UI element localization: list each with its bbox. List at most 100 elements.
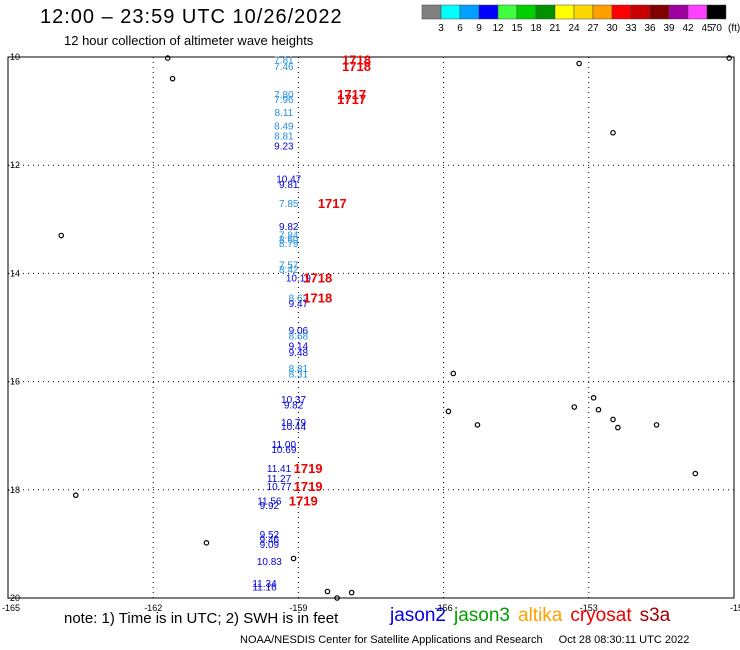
swh-label: 8.62: [289, 294, 309, 305]
colorbar-swatch: [630, 4, 651, 20]
island-outline: [164, 55, 171, 61]
colorbar-swatch: [535, 4, 556, 20]
swh-label: 8.42: [279, 265, 299, 276]
lon-tick-label: -162: [144, 603, 162, 613]
colorbar-swatch: [573, 4, 594, 20]
time-label: 1718: [342, 59, 371, 74]
island-outline: [72, 492, 79, 499]
colorbar-swatch: [554, 4, 575, 20]
swh-label: 10.44: [281, 422, 306, 433]
colorbar-label: 33: [625, 23, 637, 34]
legend-jason2: jason2: [390, 605, 446, 626]
swh-label: 9.14: [289, 341, 309, 352]
swh-label: 8.79: [279, 239, 299, 250]
page-subtitle: 12 hour collection of altimeter wave hei…: [64, 33, 314, 48]
island-outline: [169, 75, 176, 82]
colorbar-swatch: [516, 4, 537, 20]
colorbar-label: 30: [606, 23, 618, 34]
colorbar-label: 45: [701, 23, 713, 34]
colorbar-label: 24: [568, 23, 580, 34]
colorbar-swatch: [478, 4, 499, 20]
swh-label: 7.81: [274, 56, 294, 67]
lat-tick-label: -10: [7, 52, 20, 62]
lon-tick-label: -159: [289, 603, 307, 613]
swh-labels: 7.817.467.807.968.118.498.819.2310.479.8…: [252, 56, 311, 594]
colorbar-label: 42: [682, 23, 694, 34]
island-outlines: [58, 55, 732, 601]
swh-label: 7.84: [279, 230, 299, 241]
swh-label: 11.27: [267, 474, 292, 485]
swh-label: 10.83: [257, 557, 282, 568]
swh-label: 8.81: [289, 364, 309, 375]
colorbar-swatch: [421, 4, 442, 20]
colorbar-swatch: [649, 4, 670, 20]
island-outline: [576, 60, 582, 67]
colorbar-swatch: [592, 4, 613, 20]
swh-label: 10.77: [267, 482, 292, 493]
island-outline: [615, 424, 621, 431]
time-label: 1718: [303, 291, 332, 306]
swh-label: 11.56: [257, 497, 282, 508]
island-outline: [726, 55, 732, 61]
colorbar-swatch: [668, 4, 689, 20]
colorbar-label: 3: [438, 23, 444, 34]
swh-label: 9.06: [289, 326, 309, 337]
time-label: 1717: [337, 92, 366, 107]
island-outline: [203, 540, 210, 546]
time-label: 1719: [294, 461, 323, 476]
colorbar-swatch: [459, 4, 480, 20]
swh-label: 7.80: [274, 90, 294, 101]
swh-label: 9.23: [274, 142, 294, 153]
island-outline: [450, 370, 457, 377]
swh-label: 9.48: [289, 348, 309, 359]
island-outline: [58, 232, 65, 239]
time-label: 1718: [342, 53, 371, 68]
lat-tick-label: -12: [7, 160, 20, 170]
swh-label: 9.82: [279, 222, 299, 233]
lon-tick-label: -153: [580, 603, 598, 613]
colorbar-label: 12: [492, 23, 504, 34]
colorbar-swatch: [440, 4, 461, 20]
island-outline: [610, 129, 616, 136]
island-outline: [590, 395, 597, 401]
legend-s3a: s3a: [639, 605, 671, 626]
lat-tick-label: -16: [7, 377, 20, 387]
swh-label: 10.37: [281, 395, 306, 406]
map-frame: [7, 56, 735, 599]
island-outline: [348, 589, 355, 596]
swh-label: 8.68: [289, 332, 309, 343]
colorbar-swatch: [706, 4, 727, 20]
island-outline: [653, 422, 660, 428]
colorbar-label: 70: [711, 23, 723, 34]
swh-label: 10.19: [286, 274, 311, 285]
legend-cryosat: cryosat: [570, 605, 632, 626]
time-label: 1718: [303, 271, 332, 286]
lon-tick-label: -165: [2, 603, 20, 613]
swh-label: 10.47: [276, 175, 301, 186]
lat-tick-label: -14: [7, 268, 20, 278]
map-grid: [8, 57, 734, 598]
swh-label: 9.46: [260, 535, 280, 546]
island-outline: [334, 595, 340, 601]
swh-label: 11.34: [252, 579, 277, 590]
swh-label: 8.49: [274, 122, 294, 133]
swh-label: 9.47: [289, 299, 309, 310]
swh-label: 9.82: [284, 400, 304, 411]
swh-label: 11.16: [252, 583, 277, 594]
swh-label: 8.81: [274, 131, 294, 142]
swh-label: 7.85: [279, 199, 299, 210]
island-outline: [445, 408, 452, 415]
island-outline: [290, 555, 297, 562]
island-outline: [610, 416, 616, 423]
swh-label: 7.46: [274, 62, 294, 73]
time-label: 1717: [318, 196, 347, 211]
swh-label: 11.41: [267, 464, 292, 475]
swh-label: 10.69: [271, 445, 296, 456]
swh-label: 7.57: [279, 261, 299, 272]
colorbar-label: 9: [476, 23, 482, 34]
island-outline: [474, 422, 481, 428]
island-outline: [324, 588, 331, 595]
colorbar-label: 18: [530, 23, 542, 34]
